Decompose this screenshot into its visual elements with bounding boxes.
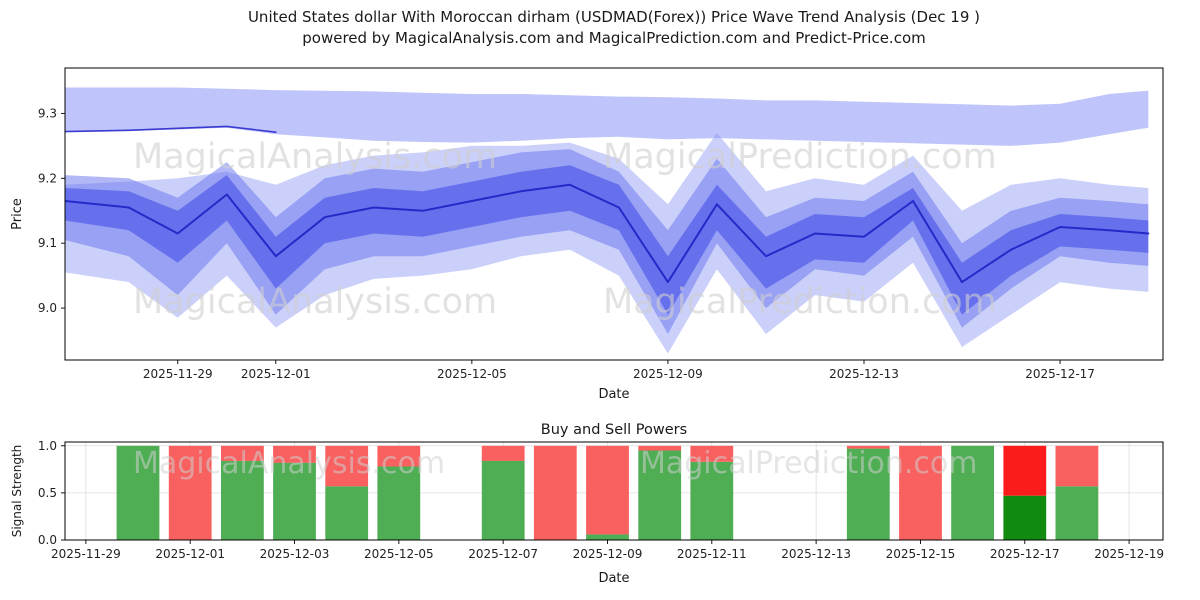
x-tick-label: 2025-12-15	[886, 547, 956, 561]
mid-wave-band	[65, 149, 1149, 334]
y-tick-label: 0.0	[38, 533, 57, 547]
powers-plot-frame	[64, 441, 1164, 541]
x-tick-label: 2025-12-03	[260, 547, 330, 561]
buy-power-bar	[1055, 486, 1099, 540]
buy-power-bar	[481, 460, 525, 540]
x-tick-label: 2025-12-13	[829, 367, 899, 381]
price-plot-frame	[64, 67, 1164, 361]
x-tick-label: 2025-12-09	[633, 367, 703, 381]
sell-power-bar	[638, 445, 682, 451]
x-tick-label: 2025-12-01	[241, 367, 311, 381]
sell-power-bar	[1055, 445, 1099, 487]
upper-resistance-line	[65, 125, 277, 133]
x-tick-label: 2025-12-07	[468, 547, 538, 561]
sell-power-bar	[481, 445, 525, 461]
y-tick-label: 9.2	[38, 171, 57, 185]
watermark-analysis-powers: MagicalAnalysis.com	[133, 446, 445, 481]
powers-chart-title: Buy and Sell Powers	[541, 422, 687, 438]
powers-y-axis-label: Signal Strength	[10, 445, 24, 538]
x-tick-label: 2025-12-17	[1025, 367, 1095, 381]
x-tick-label: 2025-12-01	[155, 547, 225, 561]
price-axes: 9.0 9.1 9.2 9.3 2025-11-29 2025-12-01 2025-12-…	[38, 67, 1164, 381]
y-tick-label: 9.1	[38, 236, 57, 250]
sell-power-bar	[168, 445, 212, 540]
x-tick-label: 2025-11-29	[143, 367, 213, 381]
watermark-prediction-top-right: MagicalPrediction.com	[603, 137, 997, 177]
x-tick-label: 2025-12-05	[364, 547, 434, 561]
price-y-axis-label: Price	[10, 198, 25, 230]
buy-power-bar	[377, 466, 421, 540]
x-tick-label: 2025-12-09	[573, 547, 643, 561]
figure-title-line1: United States dollar With Moroccan dirha…	[248, 8, 980, 26]
y-tick-label: 9.0	[38, 301, 57, 315]
price-x-axis-label: Date	[598, 387, 629, 402]
buy-power-bar	[586, 534, 629, 540]
buy-power-bar	[116, 445, 160, 540]
buy-power-bar	[325, 486, 369, 540]
sell-power-bar	[325, 445, 369, 487]
watermark-analysis-top-left: MagicalAnalysis.com	[133, 137, 497, 177]
y-tick-label: 1.0	[38, 439, 57, 453]
sell-power-bar	[221, 445, 264, 461]
sell-power-bar	[586, 445, 629, 535]
x-tick-label: 2025-12-11	[677, 547, 747, 561]
watermark-analysis-bottom-left: MagicalAnalysis.com	[133, 282, 497, 322]
watermark-prediction-bottom-right: MagicalPrediction.com	[603, 282, 997, 322]
sell-power-bar	[899, 445, 942, 540]
y-tick-label: 9.3	[38, 106, 57, 120]
buy-power-bar	[690, 461, 734, 540]
watermark-prediction-powers: MagicalPrediction.com	[640, 446, 978, 481]
x-tick-label: 2025-12-13	[781, 547, 851, 561]
y-tick-label: 0.5	[38, 486, 57, 500]
buy-sell-powers-plot	[65, 442, 1163, 540]
powers-x-axis-label: Date	[598, 571, 629, 586]
price-wave-plot	[65, 87, 1150, 354]
sell-power-bar	[377, 445, 421, 467]
x-tick-label: 2025-12-05	[437, 367, 507, 381]
x-tick-label: 2025-11-29	[51, 547, 121, 561]
buy-power-bar	[273, 462, 316, 540]
sell-power-bar	[273, 445, 316, 463]
sell-power-bar	[846, 445, 890, 449]
inner-wave-band	[65, 165, 1149, 315]
forecast-upper-band	[65, 87, 1149, 146]
figure-title-line2: powered by MagicalAnalysis.com and Magic…	[302, 29, 926, 47]
x-tick-label: 2025-12-17	[990, 547, 1060, 561]
powers-axes: 0.0 0.5 1.0 2025-11-29 2025-12-01 2025-12-03 2…	[38, 439, 1164, 561]
buy-power-bar	[951, 445, 994, 540]
sell-power-bar	[533, 445, 577, 540]
sell-power-bar	[690, 445, 734, 462]
buy-power-bar	[846, 448, 890, 540]
buy-power-bar	[638, 450, 682, 540]
price-trend-line	[65, 183, 1150, 284]
buy-power-bar	[221, 460, 264, 540]
buy-power-bar	[1003, 495, 1047, 540]
sell-power-bar	[1003, 445, 1047, 496]
x-tick-label: 2025-12-19	[1094, 547, 1164, 561]
